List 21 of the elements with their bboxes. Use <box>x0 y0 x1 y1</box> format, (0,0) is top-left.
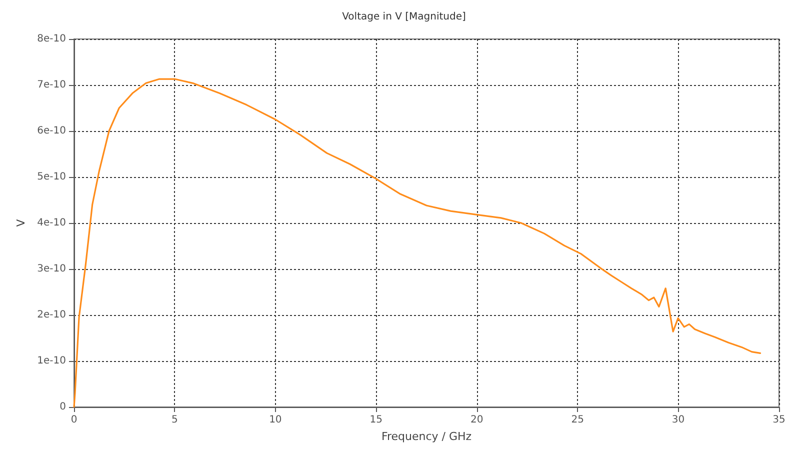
y-tick-label: 6e-10 <box>37 126 66 136</box>
y-tick-label: 1e-10 <box>37 356 66 366</box>
x-tick-label: 35 <box>772 414 786 426</box>
y-tick-label: 4e-10 <box>37 218 66 228</box>
x-tick-label: 10 <box>269 414 282 426</box>
y-tick-label: 3e-10 <box>37 264 66 274</box>
chart-title: Voltage in V [Magnitude] <box>342 12 466 22</box>
y-tick-label: 2e-10 <box>37 310 66 320</box>
x-tick-label: 30 <box>672 414 685 426</box>
x-tick-label: 0 <box>70 414 78 426</box>
line-series <box>73 78 762 408</box>
x-tick-label: 20 <box>470 414 484 426</box>
y-axis-title: V <box>14 218 28 227</box>
x-tick-label: 15 <box>370 414 383 426</box>
x-tick-label: 25 <box>571 414 584 426</box>
y-tick-label: 8e-10 <box>37 34 66 44</box>
y-tick-label: 5e-10 <box>37 172 66 182</box>
y-tick-label: 7e-10 <box>37 80 66 90</box>
x-tick-label: 5 <box>172 414 178 426</box>
y-tick-label: 0 <box>60 402 66 412</box>
x-axis-title: Frequency / GHz <box>381 430 472 443</box>
